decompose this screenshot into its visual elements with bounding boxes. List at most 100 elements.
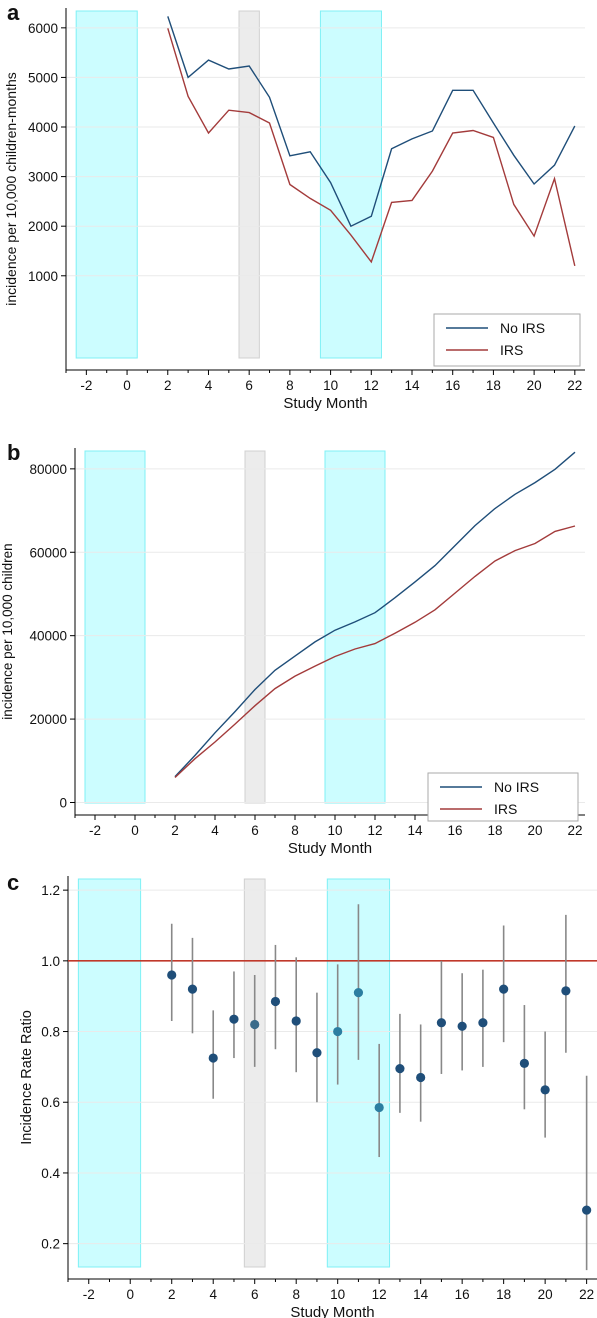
y-tick-label: 80000	[29, 462, 67, 477]
data-point	[312, 1048, 322, 1058]
data-point	[540, 1085, 550, 1095]
panel-letter-c: c	[7, 870, 20, 895]
x-tick-label: 10	[323, 378, 338, 393]
panel-b: b 0 20000 40000 60000 80000 -2 0 2 4 6 8 10 12 14 16 18…	[0, 440, 597, 870]
x-tick-label: 16	[445, 378, 460, 393]
x-tick-label: 0	[126, 1287, 134, 1302]
panel-letter-a: a	[7, 0, 20, 25]
y-tick-label: 4000	[28, 120, 58, 135]
x-axis-label: Study Month	[288, 840, 372, 857]
data-point	[187, 984, 198, 994]
data-point	[436, 1018, 447, 1028]
x-tick-label: 22	[567, 823, 582, 838]
data-point	[208, 1053, 218, 1063]
data-point	[499, 984, 509, 994]
data-point	[395, 1064, 405, 1074]
data-point	[353, 988, 364, 998]
shaded-period-2	[324, 450, 386, 804]
data-point	[250, 1019, 260, 1030]
y-tick-label: 60000	[29, 545, 67, 560]
x-tick-label: 10	[330, 1287, 345, 1302]
y-axis-label: Incidence Rate Ratio	[19, 1010, 35, 1145]
legend-label: IRS	[494, 801, 517, 817]
x-tick-label: 10	[327, 823, 342, 838]
data-point	[519, 1058, 529, 1068]
x-tick-label: 12	[364, 378, 379, 393]
x-tick-label: -2	[89, 823, 101, 838]
data-point	[478, 1018, 488, 1028]
y-tick-label: 3000	[28, 170, 58, 185]
data-point	[457, 1021, 467, 1031]
series-line-0	[174, 451, 576, 778]
legend: No IRS IRS	[433, 313, 581, 367]
x-tick-label: 12	[372, 1287, 387, 1302]
shaded-period-2	[319, 10, 382, 359]
x-tick-label: 4	[209, 1287, 217, 1302]
x-tick-label: 6	[251, 823, 259, 838]
chart-a-svg: 1000 2000 3000 4000 5000 6000 -2 0 2 4 6 8 10 12 14 16 1…	[3, 8, 585, 412]
x-tick-label: 6	[245, 378, 253, 393]
x-tick-label: 2	[168, 1287, 176, 1302]
y-axis-label: incidence per 10,000 children-months	[3, 72, 19, 305]
y-tick-label: 40000	[29, 629, 67, 644]
x-tick-label: 20	[527, 378, 542, 393]
x-axis-label: Study Month	[290, 1304, 374, 1318]
y-tick-label: 0.4	[41, 1166, 60, 1181]
data-point	[374, 1102, 384, 1113]
shaded-period-0	[84, 450, 146, 804]
data-point	[561, 986, 571, 996]
x-tick-label: 0	[123, 378, 131, 393]
x-tick-label: -2	[83, 1287, 95, 1302]
y-tick-label: 1.0	[41, 954, 60, 969]
panel-letter-b: b	[7, 440, 21, 465]
y-tick-label: 0.6	[41, 1095, 60, 1110]
x-tick-label: 20	[538, 1287, 553, 1302]
shaded-period-1	[244, 450, 266, 804]
legend-box	[427, 772, 579, 822]
legend-label: No IRS	[500, 320, 545, 336]
series-line-0	[167, 16, 576, 228]
x-tick-label: 4	[205, 378, 213, 393]
data-point	[416, 1072, 426, 1083]
x-tick-label: 12	[367, 823, 382, 838]
x-tick-label: 8	[292, 1287, 300, 1302]
x-tick-label: 6	[251, 1287, 259, 1302]
data-point	[270, 996, 281, 1007]
data-point	[582, 1205, 592, 1215]
x-tick-label: 18	[496, 1287, 511, 1302]
x-tick-label: 20	[527, 823, 542, 838]
shaded-period-1	[243, 878, 266, 1268]
data-point	[333, 1026, 343, 1037]
y-tick-label: 0	[59, 795, 67, 810]
x-tick-label: 22	[567, 378, 582, 393]
x-tick-label: -2	[80, 378, 92, 393]
legend-label: No IRS	[494, 779, 539, 795]
shaded-period-1	[238, 10, 260, 359]
y-tick-label: 0.8	[41, 1025, 60, 1040]
x-tick-label: 2	[171, 823, 179, 838]
y-tick-label: 0.2	[41, 1237, 60, 1252]
y-tick-label: 6000	[28, 21, 58, 36]
x-tick-label: 16	[455, 1287, 470, 1302]
x-tick-label: 16	[447, 823, 462, 838]
y-tick-label: 20000	[29, 712, 67, 727]
x-axis-label: Study Month	[283, 395, 367, 412]
x-tick-label: 22	[579, 1287, 594, 1302]
y-tick-label: 1000	[28, 269, 58, 284]
x-tick-label: 4	[211, 823, 219, 838]
y-tick-label: 5000	[28, 70, 58, 85]
x-tick-label: 2	[164, 378, 172, 393]
panel-a: a 1000 2000 3000 4000 5000 6000 -2 0 2 4 6 8 10 12 14 1…	[0, 0, 597, 412]
y-tick-label: 1.2	[41, 883, 60, 898]
x-tick-label: 0	[131, 823, 139, 838]
y-tick-label: 2000	[28, 219, 58, 234]
data-point	[167, 970, 177, 980]
shaded-period-0	[75, 10, 138, 359]
legend-box	[433, 313, 581, 367]
chart-c-svg: 0.2 0.4 0.6 0.8 1.0 1.2 -2 0 2 4 6 8 10 12 14 16 18 20 22 S…	[19, 876, 597, 1318]
y-axis-label: incidence per 10,000 children	[0, 543, 15, 719]
x-tick-label: 8	[291, 823, 299, 838]
chart-b-svg: 0 20000 40000 60000 80000 -2 0 2 4 6 8 10 12 14 16 18 20…	[0, 448, 585, 857]
legend-label: IRS	[500, 342, 523, 358]
data-point	[229, 1014, 239, 1024]
